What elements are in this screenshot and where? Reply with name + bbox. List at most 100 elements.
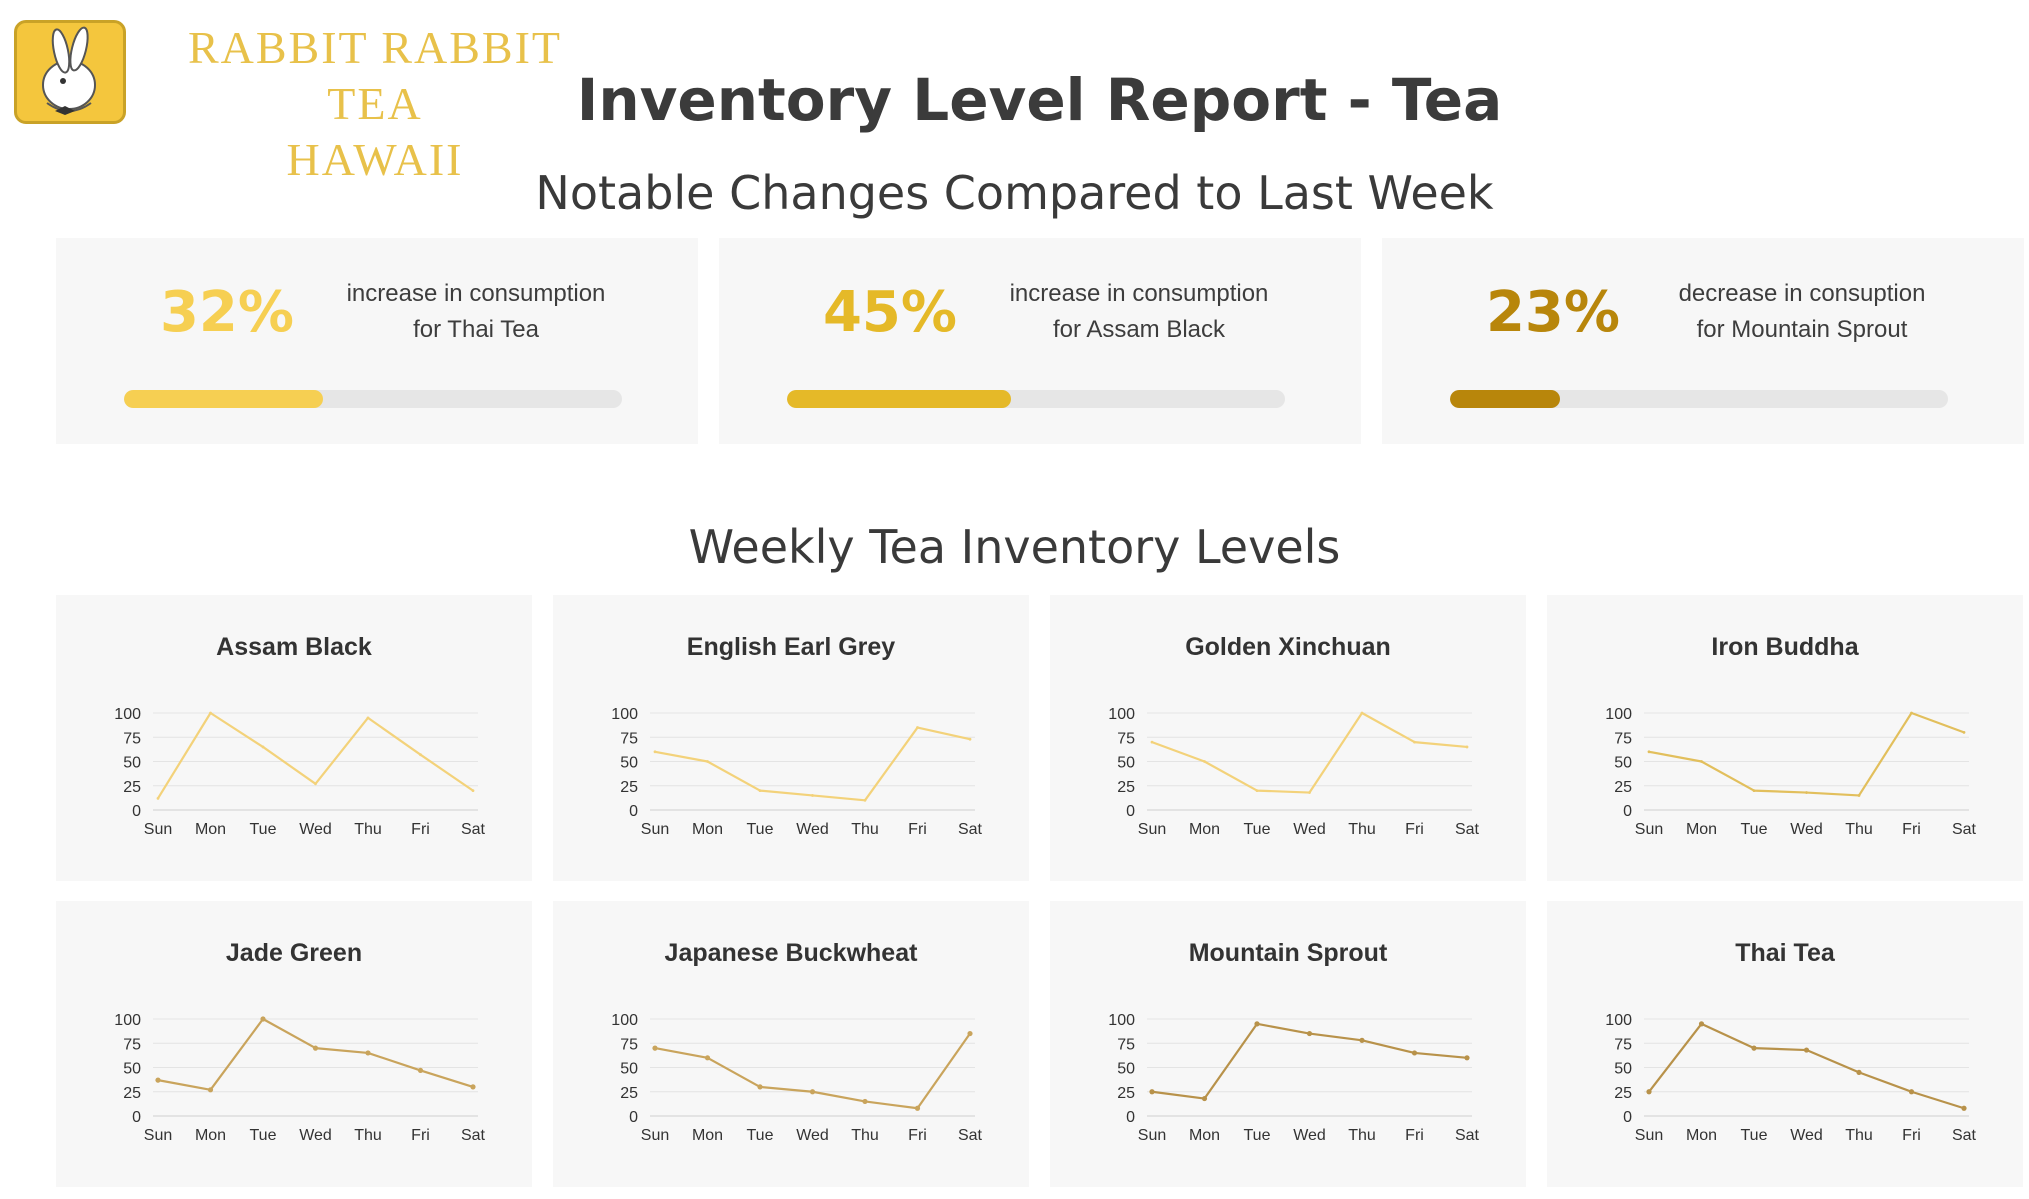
x-tick-label: Tue: [747, 1127, 774, 1144]
y-tick-label: 100: [1108, 706, 1135, 723]
x-tick-label: Mon: [1189, 1127, 1220, 1144]
chart-title: Golden Xinchuan: [1185, 633, 1391, 661]
data-point: [704, 1055, 711, 1061]
data-point: [1805, 791, 1808, 794]
chart-card-mountain-sprout: Mountain Sprout 0 25 50 75 100 Sun Mon Tue Wed Th…: [1050, 901, 1526, 1187]
chart-card-assam-black: Assam Black 0 25 50 75 100 Sun Mon Tue Wed Thu Fri…: [56, 595, 532, 881]
line-chart: 0 25 50 75 100 Sun Mon Tue Wed Thu Fri Sat: [1605, 706, 1977, 838]
data-point: [1962, 731, 1966, 734]
y-tick-label: 50: [1117, 1061, 1135, 1078]
data-point: [653, 750, 657, 754]
x-tick-label: Thu: [1845, 821, 1873, 838]
x-tick-label: Wed: [299, 1127, 332, 1144]
data-point: [155, 1077, 161, 1083]
y-tick-label: 0: [629, 803, 638, 820]
x-tick-label: Thu: [1348, 821, 1376, 838]
x-tick-label: Sun: [144, 821, 172, 838]
data-point: [1201, 1095, 1208, 1102]
data-point: [1700, 760, 1703, 763]
y-tick-label: 25: [1614, 779, 1632, 796]
data-point: [811, 794, 814, 797]
y-tick-label: 100: [114, 1012, 141, 1029]
x-tick-label: Tue: [747, 821, 774, 838]
kpi-progress-fill: [124, 390, 324, 408]
data-point: [968, 737, 972, 741]
x-tick-label: Sun: [641, 821, 669, 838]
x-tick-label: Sat: [461, 1127, 486, 1144]
data-point: [914, 1105, 921, 1111]
x-tick-label: Sat: [461, 821, 486, 838]
x-tick-label: Mon: [195, 1127, 226, 1144]
brand-line-1: RABBIT RABBIT TEA: [187, 22, 563, 129]
x-tick-label: Tue: [250, 1127, 277, 1144]
kpi-card-mountain-sprout: 23% decrease in consuption for Mountain …: [1382, 238, 2024, 444]
x-tick-label: Mon: [195, 821, 226, 838]
x-tick-label: Mon: [692, 1127, 723, 1144]
x-tick-label: Mon: [692, 821, 723, 838]
y-tick-label: 0: [1623, 803, 1632, 820]
kpi-card-assam-black: 45% increase in consumption for Assam Bl…: [719, 238, 1361, 444]
kpi-description: increase in consumption for Assam Black: [989, 276, 1289, 348]
x-tick-label: Fri: [411, 821, 430, 838]
kpi-description-line-2: for Mountain Sprout: [1696, 316, 1908, 343]
x-tick-label: Fri: [908, 1127, 927, 1144]
data-point: [209, 711, 212, 715]
data-point: [1360, 711, 1364, 715]
data-point: [1908, 1089, 1915, 1095]
data-point: [1203, 760, 1206, 763]
y-tick-label: 75: [1614, 1036, 1632, 1053]
data-point: [1411, 1050, 1418, 1056]
chart-card-jade-green: Jade Green 0 25 50 75 100 Sun Mon Tue Wed Thu Fri S…: [56, 901, 532, 1187]
data-point: [652, 1045, 658, 1051]
data-point: [1910, 711, 1913, 715]
x-tick-label: Wed: [1293, 1127, 1326, 1144]
y-tick-label: 25: [1614, 1085, 1632, 1102]
y-tick-label: 100: [611, 1012, 638, 1029]
x-tick-label: Thu: [1348, 1127, 1376, 1144]
y-tick-label: 25: [620, 779, 638, 796]
y-tick-label: 75: [1117, 1036, 1135, 1053]
y-tick-label: 75: [123, 730, 141, 747]
x-tick-label: Sat: [1952, 821, 1977, 838]
x-tick-label: Wed: [299, 821, 332, 838]
data-point: [471, 789, 475, 792]
brand-line-2: HAWAII: [286, 134, 464, 185]
data-point: [1857, 794, 1861, 797]
x-tick-label: Fri: [1405, 821, 1424, 838]
line-chart: 0 25 50 75 100 Sun Mon Tue Wed Thu Fri Sat: [1605, 1012, 1976, 1144]
y-tick-label: 25: [123, 779, 141, 796]
x-tick-label: Mon: [1686, 821, 1717, 838]
page-title: Inventory Level Report - Tea: [576, 66, 1503, 134]
y-tick-label: 50: [620, 1061, 638, 1078]
y-tick-label: 0: [132, 803, 141, 820]
chart-card-iron-buddha: Iron Buddha 0 25 50 75 100 Sun Mon Tue Wed Thu Fri…: [1547, 595, 2023, 881]
x-tick-label: Fri: [1902, 821, 1921, 838]
data-point: [314, 782, 317, 786]
series-line: [1648, 711, 1965, 797]
data-point: [809, 1089, 816, 1095]
data-point: [757, 1084, 763, 1090]
x-tick-label: Wed: [1790, 1127, 1823, 1144]
y-tick-label: 0: [1126, 1109, 1135, 1126]
y-tick-label: 75: [123, 1036, 141, 1053]
y-tick-label: 25: [123, 1085, 141, 1102]
line-chart: 0 25 50 75 100 Sun Mon Tue Wed Thu Fri Sat: [1108, 706, 1479, 838]
x-tick-label: Tue: [1244, 1127, 1271, 1144]
x-tick-label: Sat: [958, 821, 983, 838]
kpi-description: increase in consumption for Thai Tea: [326, 276, 626, 348]
rabbit-icon: [42, 26, 96, 115]
x-tick-label: Fri: [1405, 1127, 1424, 1144]
data-point: [1464, 1055, 1470, 1061]
data-point: [470, 1084, 476, 1090]
line-chart: 0 25 50 75 100 Sun Mon Tue Wed Thu Fri Sat: [114, 706, 486, 838]
data-point: [1856, 1069, 1862, 1075]
kpi-card-thai-tea: 32% increase in consumption for Thai Tea: [56, 238, 698, 444]
y-tick-label: 100: [114, 706, 141, 723]
chart-card-english-earl-grey: English Earl Grey 0 25 50 75 100 Sun Mon Tue Wed…: [553, 595, 1029, 881]
data-point: [261, 745, 265, 749]
chart-title: Jade Green: [225, 939, 363, 967]
line-chart: 0 25 50 75 100 Sun Mon Tue Wed Thu Fri Sat: [1108, 1012, 1479, 1144]
data-point: [260, 1016, 266, 1022]
data-point: [1149, 1089, 1155, 1095]
data-point: [1647, 750, 1651, 754]
